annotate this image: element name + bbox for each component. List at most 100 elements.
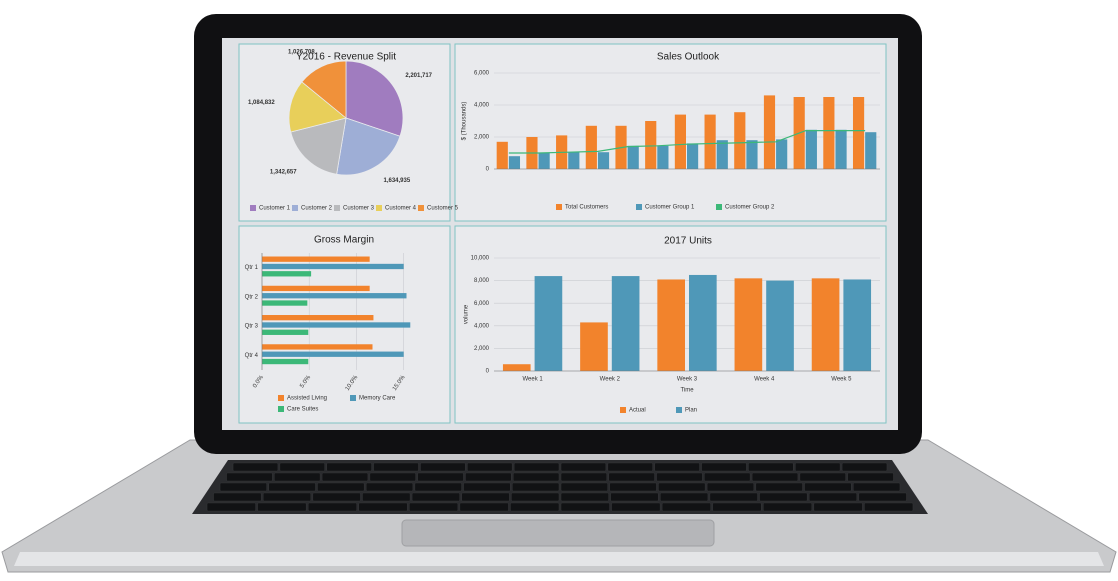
bar: [627, 145, 639, 169]
bar: [734, 112, 746, 169]
legend-swatch: [556, 204, 562, 210]
key: [326, 462, 372, 472]
y-tick-label: 4,000: [474, 323, 490, 329]
key: [660, 492, 709, 502]
key: [808, 492, 858, 502]
key: [262, 492, 312, 502]
key: [511, 492, 560, 502]
key: [513, 472, 560, 482]
key: [274, 472, 321, 482]
legend-swatch: [620, 407, 626, 413]
key: [463, 482, 511, 492]
bar: [852, 97, 865, 169]
bar: [580, 322, 608, 371]
key: [701, 462, 747, 472]
bar: [805, 129, 817, 169]
legend-swatch: [716, 204, 722, 210]
legend-label: Customer 1: [259, 206, 291, 212]
key: [864, 502, 914, 512]
key: [362, 492, 411, 502]
pie-slice: [345, 60, 404, 137]
bar: [262, 344, 373, 350]
y-tick-label: Qtr 3: [245, 324, 259, 330]
legend-swatch: [334, 205, 340, 211]
key: [704, 472, 751, 482]
legend-label: Customer 4: [385, 206, 417, 212]
laptop-edge: [14, 552, 1104, 566]
trackpad: [401, 519, 715, 547]
key: [712, 502, 762, 512]
key: [853, 482, 901, 492]
key: [795, 462, 841, 472]
y-tick-label: 6,000: [474, 71, 490, 77]
y-tick-label: Qtr 1: [245, 265, 259, 271]
bar: [568, 152, 580, 169]
y-tick-label: 8,000: [474, 278, 490, 284]
key: [847, 472, 894, 482]
bar: [689, 274, 717, 371]
key: [560, 472, 607, 482]
legend-swatch: [278, 406, 284, 412]
y-tick-label: 10,000: [471, 256, 490, 262]
bar: [704, 114, 716, 169]
key: [609, 482, 657, 492]
key: [257, 502, 307, 512]
legend-label: Customer 3: [343, 206, 375, 212]
y-tick-label: 0: [486, 369, 490, 375]
bar: [835, 129, 847, 169]
key: [312, 492, 361, 502]
key: [420, 462, 466, 472]
pie-slice: [290, 117, 347, 175]
key: [461, 492, 510, 502]
bar: [746, 140, 758, 169]
chart-title: Gross Margin: [314, 235, 374, 246]
chart-title: Y2016 - Revenue Split: [296, 52, 396, 63]
key: [654, 462, 700, 472]
key: [307, 502, 357, 512]
y-tick-label: 2,000: [474, 135, 490, 141]
key: [608, 472, 655, 482]
key: [373, 462, 419, 472]
bar: [766, 280, 794, 371]
legend-swatch: [636, 204, 642, 210]
bar: [657, 279, 685, 371]
y-axis-label: $ (Thousands): [462, 102, 468, 141]
bar: [811, 278, 840, 371]
key: [607, 462, 653, 472]
key: [841, 462, 888, 472]
bar: [262, 329, 309, 335]
legend-label: Customer 2: [301, 206, 333, 212]
legend-label: Actual: [629, 408, 646, 414]
y-axis-label: volume: [464, 304, 470, 324]
key: [748, 462, 794, 472]
legend-swatch: [350, 395, 356, 401]
x-axis-label: Time: [680, 388, 694, 394]
legend-label: Customer Group 2: [725, 205, 775, 211]
bar: [262, 315, 374, 321]
bar: [262, 322, 411, 328]
key: [467, 462, 513, 472]
pie-slice: [288, 81, 347, 133]
bar: [776, 139, 788, 169]
bar: [262, 256, 370, 262]
legend-label: Customer 5: [427, 206, 459, 212]
bar: [585, 125, 597, 169]
bar: [674, 114, 686, 169]
key: [279, 462, 325, 472]
legend-swatch: [676, 407, 682, 413]
key: [232, 462, 279, 472]
key: [709, 492, 758, 502]
y-tick-label: Qtr 4: [245, 353, 259, 359]
data-label: 1,084,832: [248, 100, 275, 106]
key: [513, 462, 560, 472]
bar: [657, 145, 669, 169]
data-label: 2,201,717: [405, 73, 432, 79]
key: [799, 472, 846, 482]
data-label: 1,026,708: [288, 50, 315, 56]
key: [804, 482, 852, 492]
key: [358, 502, 408, 512]
legend-label: Total Customers: [565, 205, 608, 211]
key: [706, 482, 755, 492]
key: [813, 502, 863, 512]
